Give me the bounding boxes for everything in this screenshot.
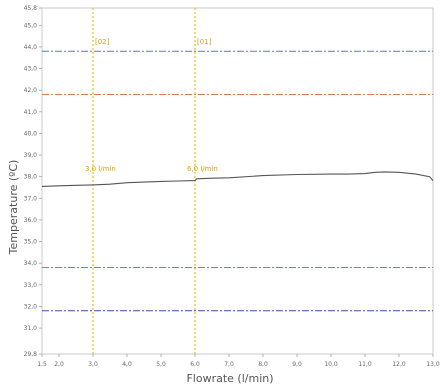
plot-frame: [41, 7, 434, 355]
x-tick-label-12: 13,0: [426, 361, 440, 368]
y-tick-label-10: 40,0: [24, 130, 38, 137]
y-tick-label-15: 45,0: [24, 22, 38, 29]
y-tick-label-4: 34,0: [24, 260, 38, 267]
x-tick-label-6: 7,0: [224, 361, 234, 368]
x-tick-label-3: 4,0: [122, 361, 132, 368]
axes: 1,5 2,0 3,0 4,0 5,0 6,0 7,0 8,0 9,0 10,0 11,0 12,0 1…: [24, 5, 440, 368]
x-tick-label-1: 2,0: [54, 361, 64, 368]
series-group: [41, 171, 434, 187]
x-axis-label: Flowrate (l/min): [186, 372, 273, 385]
y-tick-label-12: 42,0: [24, 87, 38, 94]
x-tick-label-7: 8,0: [258, 361, 268, 368]
y-tick-label-8: 38,0: [24, 174, 38, 181]
plot-area: [41, 7, 434, 355]
y-tick-label-11: 41,0: [24, 109, 38, 116]
x-tick-label-5: 6,0: [190, 361, 200, 368]
y-tick-label-16: 45,8: [24, 5, 38, 12]
y-tick-label-0: 29,8: [24, 351, 38, 358]
y-tick-label-6: 36,0: [24, 217, 38, 224]
x-tick-label-11: 12,0: [392, 361, 406, 368]
y-axis-label: Temperature (ºC): [7, 160, 20, 256]
y-tick-label-9: 39,0: [24, 152, 38, 159]
reference-lines: [42, 50, 433, 312]
x-tick-label-9: 10,0: [324, 361, 338, 368]
y-tick-label-2: 32,0: [24, 303, 38, 310]
x-tick-label-10: 11,0: [358, 361, 372, 368]
y-tick-label-1: 31,0: [24, 325, 38, 332]
cursor-value-label-1: 6,0 l/min: [187, 165, 218, 173]
y-tick-label-14: 44,0: [24, 44, 38, 51]
x-tick-label-0: 1,5: [37, 361, 47, 368]
cursor-label-1: [01]: [197, 38, 212, 46]
y-tick-label-13: 43,0: [24, 66, 38, 73]
y-tick-label-7: 37,0: [24, 195, 38, 202]
x-tick-label-4: 5,0: [156, 361, 166, 368]
x-tick-label-8: 9,0: [292, 361, 302, 368]
cursor-label-0: [02]: [95, 38, 110, 46]
y-tick-label-5: 35,0: [24, 239, 38, 246]
cursor-value-label-0: 3,0 l/min: [85, 165, 116, 173]
y-tick-label-3: 33,0: [24, 282, 38, 289]
x-tick-label-2: 3,0: [88, 361, 98, 368]
series-line-0: [41, 171, 434, 187]
